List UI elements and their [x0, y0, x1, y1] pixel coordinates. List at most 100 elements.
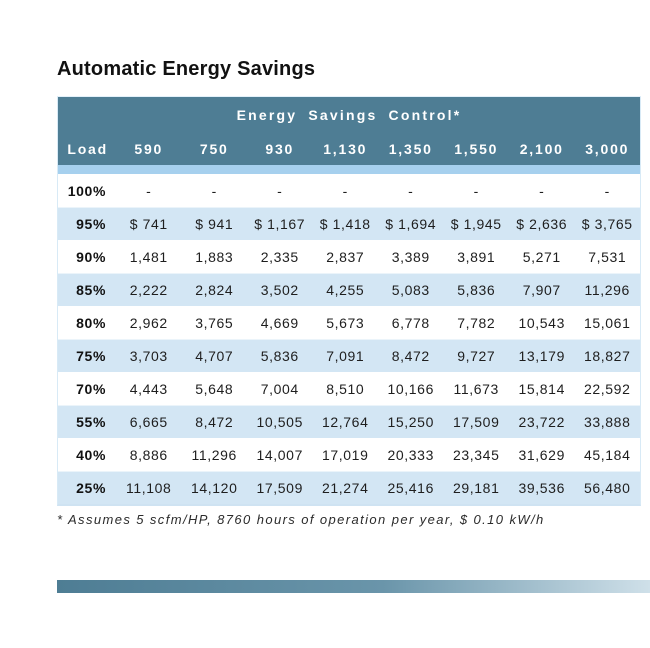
- value-cell: 8,472: [195, 413, 234, 430]
- value-cell: 29,181: [453, 479, 500, 496]
- page-title: Automatic Energy Savings: [57, 58, 316, 80]
- load-cell: 90%: [76, 248, 106, 265]
- value-cell: 23,345: [453, 446, 500, 463]
- value-cell: 23,722: [518, 413, 565, 430]
- table-row: 75% 3,703 4,707 5,836 7,091 8,472 9,727 13,179 1…: [58, 339, 640, 372]
- value-cell: 3,502: [260, 281, 299, 298]
- column-header-load: Load: [67, 140, 108, 157]
- value-cell: 8,886: [129, 446, 168, 463]
- value-cell: 3,891: [457, 248, 496, 265]
- value-cell: 7,782: [457, 314, 496, 331]
- value-cell: 13,179: [518, 347, 565, 364]
- value-cell: 2,824: [195, 281, 234, 298]
- value-cell: 3,703: [129, 347, 168, 364]
- table-row: 80% 2,962 3,765 4,669 5,673 6,778 7,782 10,543 1…: [58, 306, 640, 339]
- value-cell: 31,629: [518, 446, 565, 463]
- table-body: 100% - - - - - - - - 95% $ 741 $ 941 $ 1,167 $ 1,418 $…: [58, 174, 640, 504]
- value-cell: 3,389: [391, 248, 430, 265]
- value-cell: 4,443: [129, 380, 168, 397]
- value-cell: 18,827: [584, 347, 631, 364]
- value-cell: 56,480: [584, 479, 631, 496]
- load-cell: 75%: [76, 347, 106, 364]
- value-cell: 11,108: [126, 479, 172, 496]
- value-cell: 5,648: [195, 380, 234, 397]
- table-accent-strip: [58, 165, 640, 174]
- table-row: 25% 11,108 14,120 17,509 21,274 25,416 29,181 3…: [58, 471, 640, 504]
- value-cell: 7,091: [326, 347, 365, 364]
- column-header: 750: [199, 140, 229, 157]
- value-cell: -: [211, 182, 217, 199]
- value-cell: 11,673: [453, 380, 499, 397]
- bottom-gradient-bar: [57, 580, 650, 593]
- table-row: 90% 1,481 1,883 2,335 2,837 3,389 3,891 5,271 7,…: [58, 240, 640, 273]
- value-cell: $ 3,765: [581, 215, 633, 232]
- value-cell: $ 1,694: [385, 215, 437, 232]
- value-cell: 15,814: [518, 380, 565, 397]
- load-cell: 70%: [76, 380, 106, 397]
- energy-savings-table: Energy Savings Control* Load 590 750 930 1,1…: [57, 96, 641, 506]
- value-cell: 1,481: [129, 248, 168, 265]
- value-cell: -: [604, 182, 610, 199]
- table-row: 85% 2,222 2,824 3,502 4,255 5,083 5,836 7,907 11…: [58, 273, 640, 306]
- value-cell: 33,888: [584, 413, 631, 430]
- column-header: 1,550: [454, 140, 499, 157]
- column-header: 3,000: [585, 140, 630, 157]
- table-row: 55% 6,665 8,472 10,505 12,764 15,250 17,509 23,…: [58, 405, 640, 438]
- value-cell: 45,184: [584, 446, 631, 463]
- value-cell: 3,765: [195, 314, 234, 331]
- value-cell: 17,019: [322, 446, 369, 463]
- value-cell: 11,296: [191, 446, 237, 463]
- table-footnote: * Assumes 5 scfm/HP, 8760 hours of opera…: [57, 512, 545, 527]
- value-cell: 10,543: [518, 314, 565, 331]
- column-header: 2,100: [519, 140, 564, 157]
- value-cell: 15,250: [387, 413, 434, 430]
- value-cell: 10,505: [256, 413, 303, 430]
- value-cell: 21,274: [322, 479, 369, 496]
- value-cell: $ 1,418: [319, 215, 371, 232]
- table-row: 95% $ 741 $ 941 $ 1,167 $ 1,418 $ 1,694 $ 1,94…: [58, 207, 640, 240]
- value-cell: 6,665: [129, 413, 168, 430]
- value-cell: 7,531: [588, 248, 627, 265]
- value-cell: 5,083: [391, 281, 430, 298]
- value-cell: 14,120: [191, 479, 238, 496]
- value-cell: 7,907: [522, 281, 561, 298]
- value-cell: 4,669: [260, 314, 299, 331]
- value-cell: -: [277, 182, 283, 199]
- value-cell: 5,271: [522, 248, 561, 265]
- value-cell: -: [539, 182, 545, 199]
- load-cell: 100%: [67, 182, 106, 199]
- table-row: 70% 4,443 5,648 7,004 8,510 10,166 11,673 15,81…: [58, 372, 640, 405]
- value-cell: 2,962: [129, 314, 168, 331]
- value-cell: 10,166: [387, 380, 434, 397]
- value-cell: $ 1,945: [450, 215, 502, 232]
- value-cell: 5,836: [457, 281, 496, 298]
- load-cell: 40%: [76, 446, 106, 463]
- load-cell: 25%: [76, 479, 106, 496]
- column-header: 590: [134, 140, 164, 157]
- value-cell: 1,883: [195, 248, 234, 265]
- value-cell: $ 1,167: [254, 215, 306, 232]
- value-cell: -: [408, 182, 414, 199]
- value-cell: 17,509: [256, 479, 303, 496]
- value-cell: $ 741: [129, 215, 168, 232]
- table-row: 100% - - - - - - - -: [58, 174, 640, 207]
- column-header: 1,130: [323, 140, 368, 157]
- value-cell: 6,778: [391, 314, 430, 331]
- value-cell: 5,836: [260, 347, 299, 364]
- value-cell: 8,510: [326, 380, 365, 397]
- value-cell: $ 941: [195, 215, 234, 232]
- value-cell: -: [473, 182, 479, 199]
- load-cell: 85%: [76, 281, 106, 298]
- value-cell: 12,764: [322, 413, 369, 430]
- value-cell: 7,004: [260, 380, 299, 397]
- value-cell: -: [146, 182, 152, 199]
- value-cell: 39,536: [518, 479, 565, 496]
- value-cell: 5,673: [326, 314, 365, 331]
- value-cell: 22,592: [584, 380, 631, 397]
- value-cell: -: [342, 182, 348, 199]
- value-cell: 2,837: [326, 248, 365, 265]
- column-header: 930: [265, 140, 295, 157]
- value-cell: 4,707: [195, 347, 234, 364]
- table-row: 40% 8,886 11,296 14,007 17,019 20,333 23,345 31…: [58, 438, 640, 471]
- load-cell: 80%: [76, 314, 106, 331]
